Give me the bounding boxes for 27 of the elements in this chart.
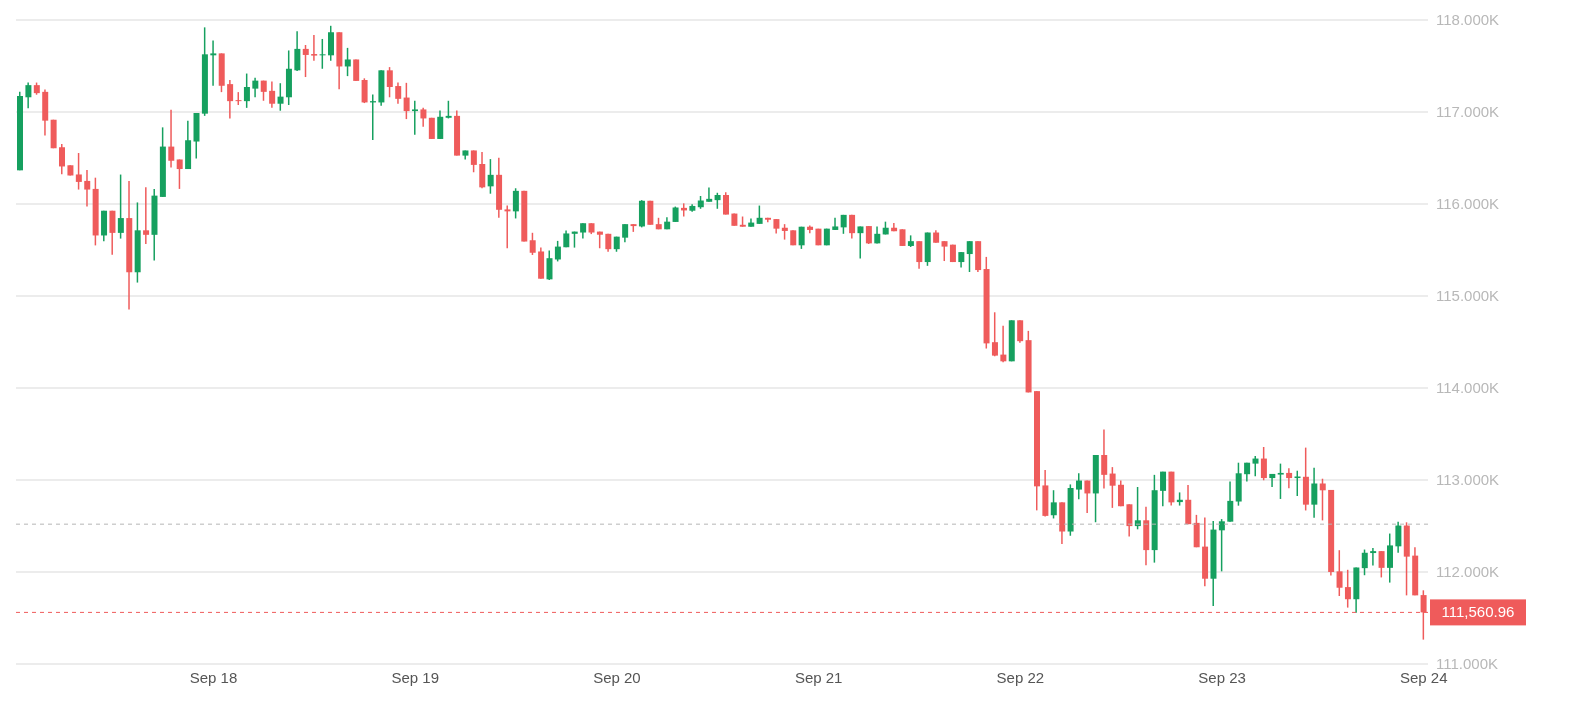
candlestick: [168, 109, 175, 168]
candlestick: [1370, 547, 1377, 566]
y-tick-label: 114.000K: [1436, 379, 1500, 397]
candlestick: [857, 226, 864, 259]
y-tick-label: 115.000K: [1436, 287, 1500, 305]
candlestick: [1000, 325, 1007, 363]
candlestick: [210, 40, 217, 86]
candlestick: [504, 205, 511, 249]
x-tick-label: Sep 19: [391, 668, 439, 686]
candlestick: [311, 35, 318, 61]
candlestick: [143, 187, 150, 245]
y-tick-label: 116.000K: [1436, 195, 1500, 213]
candlestick: [84, 170, 91, 207]
candlestick: [706, 187, 713, 202]
candlestick: [1269, 473, 1276, 488]
x-tick-label: Sep 21: [794, 668, 843, 686]
candlestick: [412, 100, 419, 135]
x-tick-label: Sep 20: [593, 668, 641, 686]
y-tick-label: 118.000K: [1436, 11, 1500, 29]
y-tick-label: 113.000K: [1436, 471, 1500, 489]
x-tick-label: Sep 18: [189, 668, 238, 686]
x-tick-label: Sep 23: [1198, 668, 1246, 686]
y-tick-label: 117.000K: [1436, 103, 1500, 121]
y-tick-label: 112.000K: [1436, 563, 1500, 581]
ref-line-label: 111,560.96: [1441, 603, 1515, 621]
x-tick-label: Sep 22: [996, 668, 1045, 686]
candlestick: [1286, 468, 1293, 489]
